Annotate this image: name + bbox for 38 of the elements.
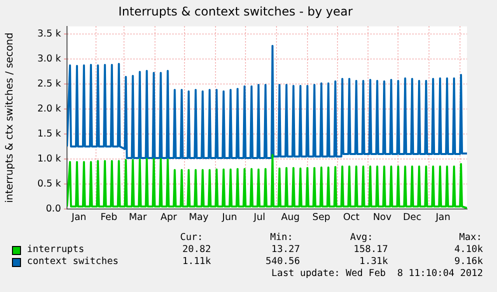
y-tick-label: 1.5 k	[37, 128, 62, 140]
text: 1.31k	[359, 256, 388, 268]
y-tick-label: 2.5 k	[37, 78, 62, 90]
x-tick-label: Nov	[372, 212, 392, 224]
text: 158.17	[354, 244, 388, 256]
chart-title: Interrupts & context switches - by year	[118, 4, 353, 18]
text: 1.11k	[182, 256, 211, 268]
text: Avg:	[350, 232, 373, 244]
text: Min:	[270, 232, 293, 244]
text: 20.82	[182, 244, 211, 256]
text: 4.10k	[454, 244, 483, 256]
x-tick-label: Jan	[70, 212, 86, 224]
y-tick-label: 0.5 k	[37, 178, 62, 190]
text: Max:	[459, 232, 482, 244]
x-tick-label: Aug	[281, 212, 300, 224]
x-tick-label: Oct	[343, 212, 360, 224]
x-tick-label: Jun	[221, 212, 238, 224]
x-tick-label: Mar	[128, 212, 147, 224]
x-tick-label: Sep	[312, 212, 330, 224]
x-tick-label: Feb	[100, 212, 118, 224]
y-tick-label: 1.0 k	[37, 153, 62, 164]
x-tick-label: Jul	[252, 212, 266, 224]
x-tick-label: Apr	[160, 212, 178, 224]
text: 13.27	[271, 244, 300, 256]
x-tick-label: Jan	[434, 212, 450, 224]
x-tick-label: Dec	[402, 212, 422, 224]
text: 540.56	[266, 256, 300, 268]
y-tick-label: 3.5 k	[37, 28, 62, 40]
text: Cur:	[180, 232, 203, 244]
y-tick-label: 0.0	[46, 203, 61, 214]
y-tick-label: 2.0 k	[37, 103, 62, 114]
text: Last update: Wed Feb 8 11:10:04 2012	[271, 268, 483, 280]
legend-label: context switches	[27, 256, 119, 268]
text: 9.16k	[454, 256, 483, 268]
y-tick-label: 3.0 k	[37, 53, 62, 64]
y-axis-title: interrupts & ctx switches / second	[4, 32, 16, 203]
legend-label: interrupts	[27, 244, 84, 256]
x-tick-label: May	[188, 212, 209, 224]
